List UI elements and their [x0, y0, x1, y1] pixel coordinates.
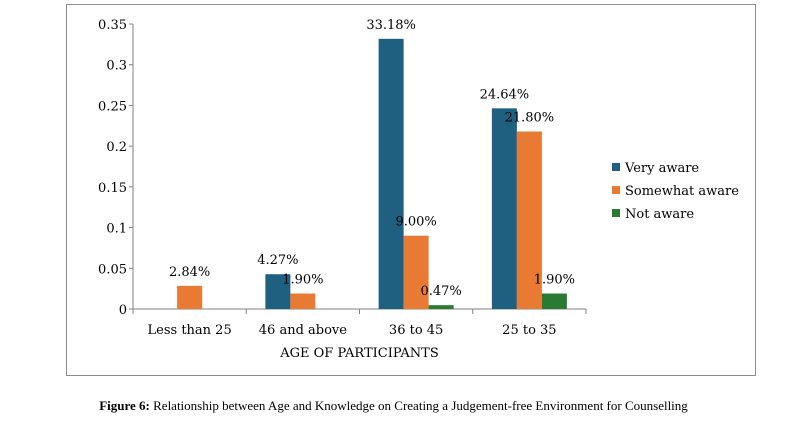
data-label: 0.47% [420, 284, 461, 299]
caption-text: Relationship between Age and Knowledge o… [149, 398, 688, 413]
x-tick-label: 46 and above [259, 323, 347, 338]
data-label: 4.27% [257, 253, 298, 268]
data-label: 21.80% [505, 110, 555, 125]
bar [491, 108, 517, 309]
data-label: 1.90% [534, 273, 575, 288]
chart-frame [66, 4, 756, 376]
legend-swatch [612, 163, 620, 171]
x-tick-label: 25 to 35 [502, 323, 556, 338]
legend-swatch [612, 209, 620, 217]
x-tick-label: 36 to 45 [389, 323, 443, 338]
caption-prefix: Figure 6: [99, 398, 150, 413]
bar [428, 305, 454, 309]
legend-swatch [612, 186, 620, 194]
y-tick-label: 0.3 [106, 59, 127, 74]
figure-caption: Figure 6: Relationship between Age and K… [0, 398, 787, 414]
x-tick-label: Less than 25 [148, 323, 232, 338]
y-tick-label: 0.05 [98, 262, 127, 277]
legend-label: Very aware [624, 161, 699, 176]
bar [541, 293, 567, 309]
y-tick-label: 0.2 [106, 140, 127, 155]
data-label: 24.64% [480, 87, 530, 102]
y-tick-label: 0.25 [98, 99, 127, 114]
legend-label: Somewhat aware [625, 184, 739, 199]
legend-label: Not aware [625, 207, 694, 222]
y-tick-label: 0.1 [106, 222, 127, 237]
y-tick-label: 0.35 [98, 18, 127, 33]
y-tick-label: 0 [119, 303, 127, 318]
x-axis-title: AGE OF PARTICIPANTS [279, 346, 439, 361]
y-tick-label: 0.15 [98, 181, 127, 196]
bar [265, 274, 291, 309]
bar [290, 293, 316, 309]
data-label: 9.00% [395, 215, 436, 230]
bar [516, 131, 542, 309]
bar [177, 285, 203, 309]
data-label: 2.84% [169, 265, 210, 280]
bar [378, 38, 404, 309]
data-label: 33.18% [366, 18, 416, 33]
data-label: 1.90% [282, 273, 323, 288]
bar [403, 235, 429, 309]
